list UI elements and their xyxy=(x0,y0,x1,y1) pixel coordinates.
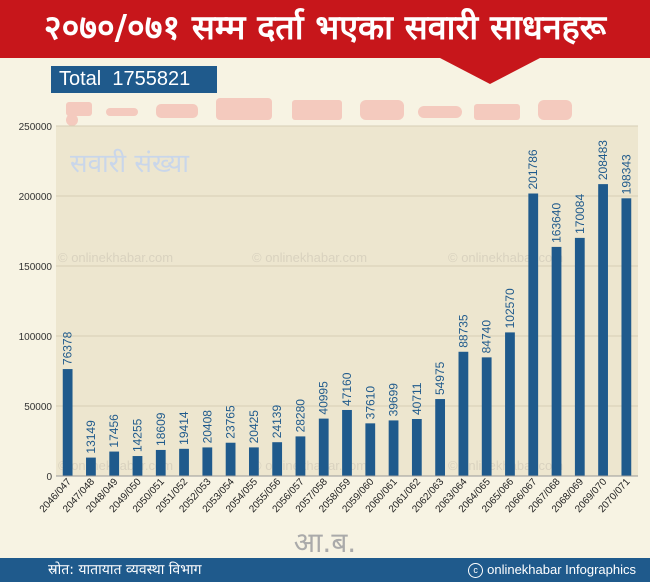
bar xyxy=(318,418,329,476)
data-label: 37610 xyxy=(363,386,377,420)
bar xyxy=(388,420,399,476)
data-label: 76378 xyxy=(61,331,75,365)
bar xyxy=(202,447,213,476)
data-label: 40711 xyxy=(410,382,424,415)
watermark-text: © onlinekhabar.com xyxy=(252,250,367,265)
sedan-icon xyxy=(418,106,462,118)
data-label: 13149 xyxy=(84,420,98,454)
car-icon xyxy=(156,104,198,118)
tractor-wheel-icon xyxy=(66,114,78,126)
data-labels: 76378 13149 17456 14255 18609 19414 20408 23765… xyxy=(61,140,634,454)
y-tick-label: 0 xyxy=(46,472,52,483)
total-value: 1755821 xyxy=(112,68,191,90)
data-label: 23765 xyxy=(224,405,238,439)
x-axis: 2046/0472047/0482048/0492049/0502050/051… xyxy=(38,476,633,515)
bar xyxy=(365,423,376,476)
bar xyxy=(435,399,446,476)
bar xyxy=(179,448,189,476)
bar xyxy=(481,357,492,476)
data-label: 208483 xyxy=(596,140,610,180)
data-label: 163640 xyxy=(550,203,564,243)
bar xyxy=(272,442,283,476)
motorcycle-icon xyxy=(106,108,138,116)
data-label: 39699 xyxy=(387,383,401,417)
total-label: Total xyxy=(59,68,102,90)
footer: स्रोत: यातायात व्यवस्था विभाग c onlinekha… xyxy=(0,558,650,582)
bar xyxy=(528,193,539,476)
y-axis: 0 50000 100000 150000 200000 250000 xyxy=(19,122,53,483)
data-label: 19414 xyxy=(177,411,191,445)
chart-subtitle: सवारी संख्या xyxy=(70,148,190,179)
footer-credit-text: onlinekhabar Infographics xyxy=(487,562,636,577)
data-label: 24139 xyxy=(270,405,284,439)
bar xyxy=(62,369,73,476)
bar xyxy=(458,351,469,476)
y-tick-label: 150000 xyxy=(19,262,53,273)
bar xyxy=(411,419,422,476)
data-label: 170084 xyxy=(573,194,587,234)
bar xyxy=(225,442,236,476)
data-label: 198343 xyxy=(619,154,633,194)
data-label: 17456 xyxy=(107,414,121,448)
bar xyxy=(574,237,585,476)
auto-rickshaw-icon xyxy=(538,100,572,120)
bus-icon xyxy=(216,98,272,120)
y-tick-label: 200000 xyxy=(19,192,53,203)
tractor-icon xyxy=(66,102,92,116)
footer-source: स्रोत: यातायात व्यवस्था विभाग xyxy=(48,562,202,578)
footer-credit: c onlinekhabar Infographics xyxy=(468,558,636,582)
data-label: 20425 xyxy=(247,410,261,444)
data-label: 102570 xyxy=(503,288,517,328)
data-label: 28280 xyxy=(293,399,307,433)
bar xyxy=(295,436,306,476)
x-axis-label: आ.ब. xyxy=(294,526,356,559)
y-tick-label: 50000 xyxy=(24,402,52,413)
page-title: २०७०/०७१ सम्म दर्ता भएका सवारी साधनहरू xyxy=(43,8,607,48)
data-label: 40995 xyxy=(317,381,331,415)
bar xyxy=(248,447,259,476)
bar xyxy=(132,456,143,476)
header-pointer xyxy=(440,58,540,84)
bar xyxy=(155,449,166,476)
y-tick-label: 250000 xyxy=(19,122,53,133)
data-label: 201786 xyxy=(526,149,540,189)
header-banner xyxy=(0,0,650,58)
data-label: 47160 xyxy=(340,372,354,406)
bar xyxy=(551,246,562,476)
y-tick-label: 100000 xyxy=(19,332,53,343)
excavator-icon xyxy=(474,104,520,120)
bar xyxy=(109,451,120,476)
data-label: 14255 xyxy=(130,418,144,452)
data-label: 88735 xyxy=(456,314,470,348)
bars xyxy=(62,184,632,477)
copyright-icon: c xyxy=(468,563,484,578)
watermark-text: © onlinekhabar.com xyxy=(58,250,173,265)
data-label: 18609 xyxy=(154,412,168,446)
bar xyxy=(342,409,352,476)
total-badge: Total 1755821 xyxy=(51,66,217,93)
data-label: 54975 xyxy=(433,361,447,395)
data-label: 84740 xyxy=(480,320,494,354)
data-label: 20408 xyxy=(200,410,214,444)
truck-icon xyxy=(292,100,342,120)
bar xyxy=(86,457,96,476)
van-icon xyxy=(360,100,404,120)
bar xyxy=(621,198,632,476)
bar xyxy=(505,332,515,476)
watermark-text: © onlinekhabar.com xyxy=(448,250,563,265)
vehicle-icons xyxy=(66,98,572,126)
bar xyxy=(598,184,608,477)
